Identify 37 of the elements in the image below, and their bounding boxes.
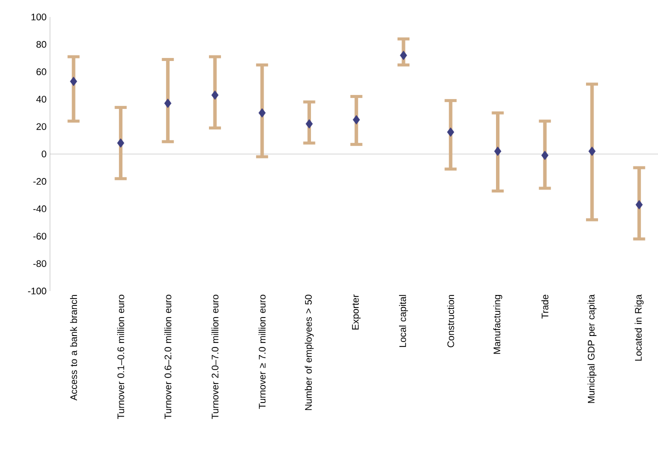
point bbox=[541, 150, 548, 160]
y-tick-label: -60 bbox=[33, 232, 46, 240]
point bbox=[70, 76, 78, 86]
point bbox=[258, 108, 266, 118]
x-tick-label: Access to a bank branch bbox=[70, 294, 78, 400]
point bbox=[636, 200, 643, 210]
y-tick-label: -80 bbox=[33, 260, 46, 267]
x-tick-label: Construction bbox=[447, 294, 454, 348]
point bbox=[588, 146, 596, 156]
point bbox=[306, 119, 313, 129]
y-tick-label: 60 bbox=[36, 68, 46, 76]
point bbox=[494, 146, 502, 156]
x-tick-label: Turnover ≥ 7.0 million euro bbox=[258, 294, 266, 409]
point bbox=[117, 138, 124, 148]
point bbox=[211, 90, 219, 100]
y-tick-label: 0 bbox=[42, 150, 46, 158]
x-tick-label: Manufacturing bbox=[493, 294, 502, 354]
x-tick-label: Exporter bbox=[352, 294, 361, 330]
point bbox=[447, 127, 454, 137]
y-tick-label: 100 bbox=[32, 14, 46, 20]
x-tick-label: Turnover 0.6–2.0 million euro bbox=[164, 294, 172, 419]
x-tick-label: Number of employees > 50 bbox=[304, 294, 314, 410]
y-tick-label: 80 bbox=[36, 41, 46, 48]
point bbox=[164, 98, 172, 108]
point bbox=[352, 115, 360, 124]
x-tick-label: Local capital bbox=[399, 295, 408, 347]
y-tick-label: -20 bbox=[33, 178, 46, 185]
y-tick-label: -40 bbox=[33, 205, 46, 212]
x-tick-label: Located in Riga bbox=[634, 294, 644, 361]
y-tick-label: -100 bbox=[28, 288, 46, 294]
point bbox=[400, 50, 408, 60]
x-tick-label: Turnover 2.0–7.0 million euro bbox=[211, 294, 218, 419]
y-tick-label: 40 bbox=[36, 96, 46, 103]
y-tick-label: 20 bbox=[36, 123, 46, 130]
x-tick-label: Turnover 0.1–0.6 million euro bbox=[117, 294, 124, 419]
x-tick-label: Municipal GDP per capita bbox=[588, 294, 596, 403]
x-tick-label: Trade bbox=[541, 294, 548, 319]
